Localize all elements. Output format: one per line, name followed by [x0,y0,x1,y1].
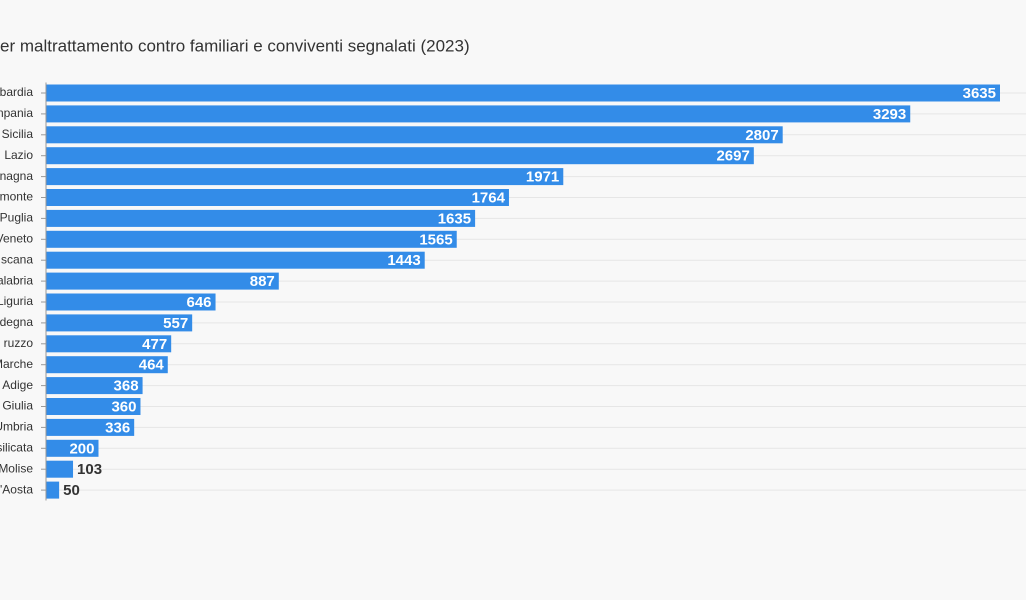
y-tick-label: Veneto [0,231,33,245]
bar [46,84,1000,102]
y-tick-label: monte [0,190,33,204]
value-label: 3635 [963,85,996,102]
y-tick-label: Liguria [0,294,33,308]
bar [46,398,141,415]
value-label: 477 [142,336,167,353]
bar [46,189,509,206]
bar [46,335,172,353]
bar [46,126,783,144]
value-label: 2697 [716,148,749,165]
y-tick-label: nagna [0,169,33,183]
bar [46,209,476,227]
bar [46,105,911,123]
bar [46,418,135,436]
value-label: 200 [69,440,94,457]
bar [46,460,74,478]
value-label: 1565 [419,231,452,248]
bar [46,251,425,269]
y-tick-label: Giulia [2,399,33,413]
y-tick-label: Puglia [0,211,33,225]
y-tick-label: scana [1,252,33,266]
value-label: 1764 [472,189,506,206]
chart-title: er maltrattamento contro familiari e con… [0,36,470,55]
y-tick-label: Umbria [0,420,33,434]
value-label: 464 [139,357,165,374]
bar [46,230,457,248]
value-label: 887 [250,273,275,290]
y-tick-label: Molise [0,461,33,475]
value-label: 646 [187,294,212,311]
y-tick-label: Adige [2,378,33,392]
bar [46,377,143,395]
value-label: 368 [114,378,139,395]
bar [46,147,754,165]
y-tick-label: npania [0,106,33,120]
y-tick-label: alabria [0,273,33,287]
y-tick-label: Marche [0,357,33,371]
y-tick-label: bardia [0,85,33,99]
y-tick-label: degna [0,315,33,329]
bar [46,168,564,186]
bar [46,356,168,374]
value-label: 103 [77,461,102,478]
value-label: 336 [105,419,130,436]
value-label: 3293 [873,106,906,123]
bar [46,293,216,311]
value-label: 2807 [745,127,778,144]
bar [46,314,193,332]
value-label: 557 [163,315,188,332]
value-label: 1635 [438,210,471,227]
y-tick-label: Lazio [4,148,33,162]
value-label: 50 [63,482,80,499]
value-label: 1971 [526,169,559,186]
y-tick-label: silicata [0,440,33,454]
y-tick-label: ruzzo [4,336,34,350]
value-label: 360 [111,398,136,415]
bar [46,439,99,457]
bar [46,481,60,499]
y-tick-label: Sicilia [2,127,34,141]
bar [46,272,279,290]
y-tick-label: 'Aosta [0,482,33,496]
value-label: 1443 [387,252,420,269]
